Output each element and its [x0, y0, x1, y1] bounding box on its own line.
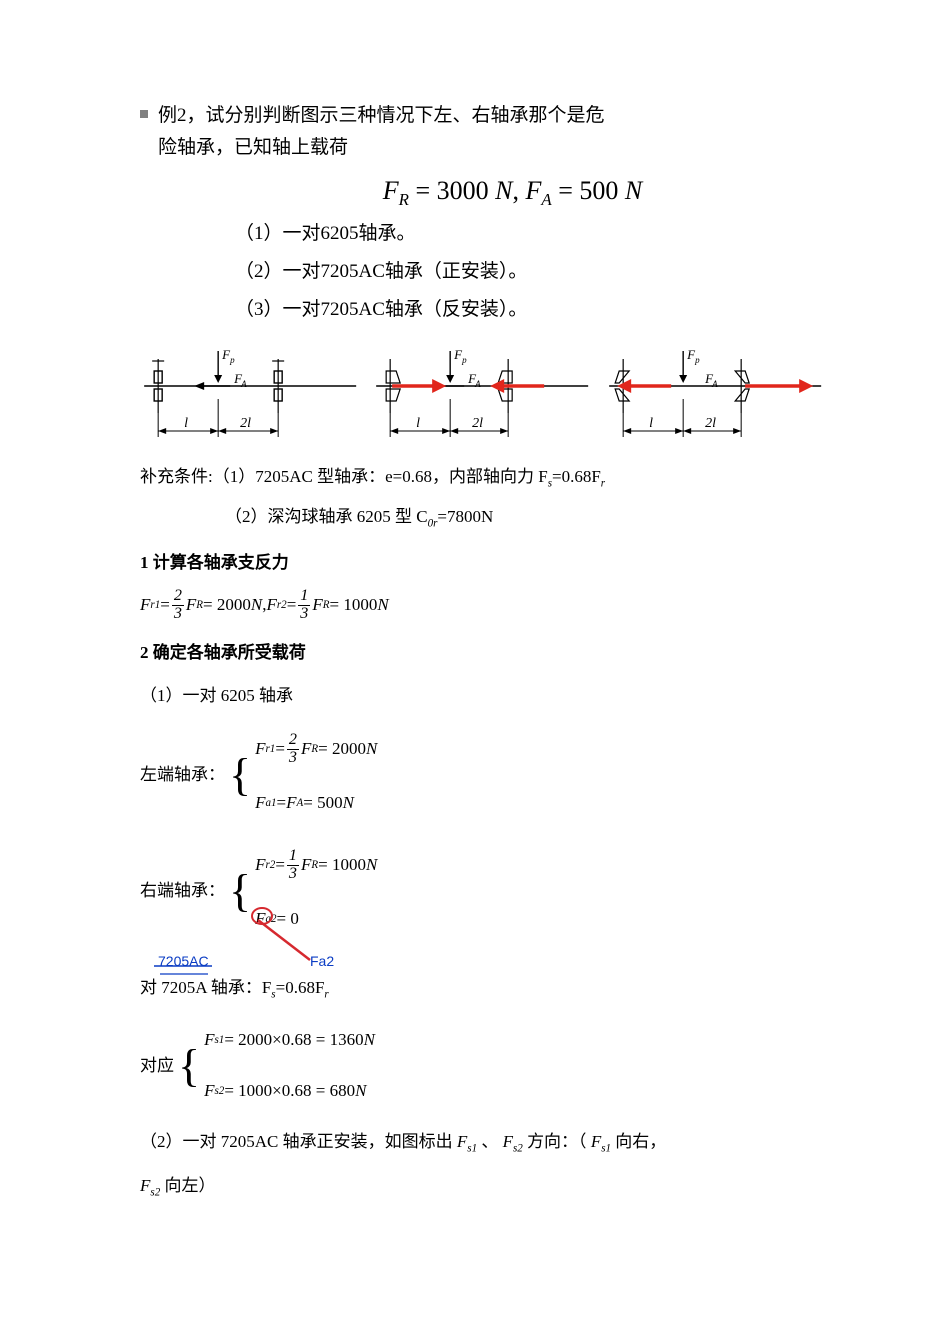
red-strike-icon: [156, 972, 216, 998]
svg-text:2l: 2l: [472, 416, 483, 431]
bearing-diagram-row: F p F A l 2l: [140, 341, 825, 449]
svg-text:p: p: [229, 355, 235, 365]
problem-statement: 例2，试分别判断图示三种情况下左、右轴承那个是危 险轴承，已知轴上载荷: [140, 100, 825, 165]
svg-text:l: l: [416, 416, 420, 431]
supplementary-cond-2: （2）深沟球轴承 6205 型 C0r=7800N: [140, 503, 825, 533]
section-2-heading: 2 确定各轴承所受载荷: [140, 639, 825, 668]
case-3: （3）一对7205AC轴承（反安装）。: [140, 291, 825, 329]
diagram-1: F p F A l 2l: [140, 341, 360, 449]
svg-text:A: A: [711, 379, 718, 389]
case-1: （1）一对6205轴承。: [140, 215, 825, 253]
left-bearing-equations: 左端轴承： { Fr1 = 23 FR = 2000N Fa1 = FA = 5…: [140, 724, 825, 826]
section-2-case2-line1: （2）一对 7205AC 轴承正安装，如图标出 Fs1 、 Fs2 方向：（ F…: [140, 1128, 825, 1158]
bullet-icon: [140, 110, 148, 118]
svg-text:p: p: [694, 355, 700, 365]
corresponding-fs-equations: 对应 { Fs1 = 2000×0.68 = 1360N Fs2 = 1000×…: [140, 1018, 825, 1114]
red-annotation-lines: [140, 910, 380, 980]
section-2-case1: （1）一对 6205 轴承: [140, 682, 825, 711]
diagram-3: F p F A l 2l: [605, 341, 825, 449]
diagram-2: F p F A l 2l: [372, 341, 592, 449]
supplementary-cond-1: 补充条件:（1）7205AC 型轴承：e=0.68，内部轴向力 Fs=0.68F…: [140, 463, 825, 493]
section-1-heading: 1 计算各轴承支反力: [140, 549, 825, 578]
svg-text:A: A: [240, 379, 247, 389]
svg-text:2l: 2l: [240, 416, 251, 431]
problem-line2: 险轴承，已知轴上载荷: [158, 132, 605, 164]
annotation-block: 7205AC Fa2: [140, 950, 825, 972]
line-7205a: 对 7205A 轴承：Fs=0.68Fr: [140, 974, 825, 1004]
problem-line1: 例2，试分别判断图示三种情况下左、右轴承那个是危: [158, 100, 605, 132]
svg-text:2l: 2l: [705, 416, 716, 431]
svg-text:A: A: [474, 379, 481, 389]
svg-text:l: l: [649, 416, 653, 431]
svg-text:p: p: [461, 355, 467, 365]
section-1-equation: Fr1 = 23 FR = 2000N, Fr2 = 13 FR = 1000N: [140, 588, 825, 623]
given-equation: FR = 3000 N, FA = 500 N: [140, 169, 825, 215]
section-2-case2-line2: Fs2 向左）: [140, 1172, 825, 1202]
case-2: （2）一对7205AC轴承（正安装）。: [140, 253, 825, 291]
svg-text:l: l: [184, 416, 188, 431]
